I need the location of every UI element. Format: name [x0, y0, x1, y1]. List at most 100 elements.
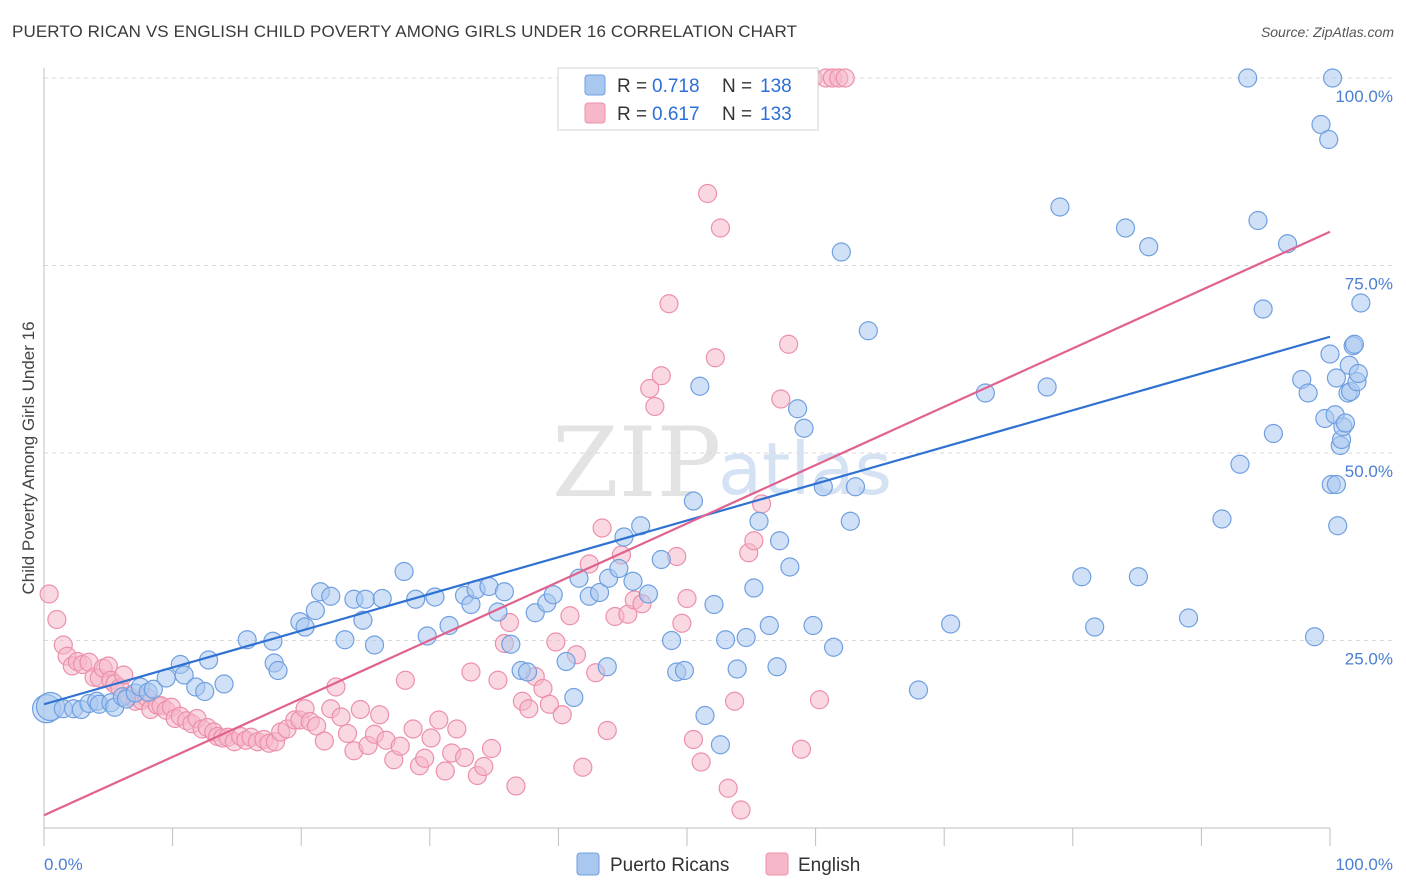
english-point	[710, 218, 731, 238]
puerto-rican-point	[1128, 567, 1148, 587]
legend-r-label-2: R =	[617, 104, 647, 125]
puerto-rican-point	[335, 630, 355, 650]
legend-swatch-blue	[584, 74, 606, 96]
puerto-rican-point	[683, 491, 704, 511]
english-point	[731, 800, 751, 820]
english-point	[488, 670, 508, 690]
english-point	[395, 670, 415, 690]
puerto-rican-point	[1248, 210, 1268, 231]
bottom-legend-swatch-blue	[576, 852, 600, 876]
english-point	[539, 694, 559, 714]
trend-lines	[43, 230, 1331, 817]
puerto-rican-point	[1320, 344, 1340, 364]
puerto-rican-point	[1311, 114, 1331, 135]
puerto-rican-point	[845, 477, 866, 497]
y-tick-label-50: 50.0%	[1345, 462, 1393, 481]
puerto-rican-point	[1344, 334, 1365, 354]
puerto-rican-point	[543, 585, 563, 605]
english-point	[331, 707, 351, 727]
english-point	[560, 606, 580, 626]
english-point	[683, 729, 704, 750]
english-point	[519, 699, 539, 719]
english-point	[421, 728, 441, 748]
english-point	[697, 183, 718, 204]
english-point	[791, 739, 812, 759]
puerto-rican-point	[941, 614, 961, 634]
puerto-rican-point	[609, 558, 629, 579]
bottom-legend-label-english: English	[798, 855, 860, 876]
x-tick-min: 0.0%	[44, 855, 83, 874]
english-point	[597, 720, 617, 741]
english-point	[573, 757, 593, 777]
english-point	[705, 348, 725, 368]
puerto-rican-point	[638, 584, 659, 604]
puerto-rican-point	[858, 321, 878, 341]
english-point	[461, 662, 481, 682]
legend-n-value-2: 133	[760, 104, 792, 125]
top-legend: R = 0.718 N = 138 R = 0.617 N = 133	[557, 67, 819, 131]
puerto-rican-point	[794, 418, 814, 438]
puerto-rican-point	[564, 687, 584, 708]
puerto-rican-point	[305, 600, 325, 621]
y-axis-title: Child Poverty Among Girls Under 16	[19, 321, 38, 594]
english-point	[370, 705, 390, 725]
english-point	[835, 68, 855, 88]
english-point	[724, 691, 745, 711]
puerto-rican-point	[1304, 627, 1325, 647]
puerto-rican-point	[425, 587, 445, 607]
english-point	[667, 546, 687, 567]
watermark: ZIP atlas	[552, 407, 892, 519]
english-point	[415, 748, 435, 768]
puerto-rican-point	[1139, 237, 1159, 257]
puerto-rican-point	[908, 680, 929, 700]
puerto-rican-points	[31, 68, 1371, 755]
legend-r-label-1: R =	[617, 76, 647, 97]
english-point	[672, 613, 692, 633]
puerto-rican-point	[840, 511, 860, 531]
puerto-rican-point	[780, 557, 800, 577]
english-point	[454, 747, 475, 768]
english-point	[809, 690, 830, 710]
english-point	[771, 389, 791, 409]
puerto-rican-point	[1263, 423, 1284, 444]
grid: 25.0% 50.0% 75.0% 100.0%	[44, 77, 1393, 669]
english-point	[744, 531, 764, 551]
puerto-rican-point	[710, 735, 731, 755]
english-point	[645, 396, 665, 417]
puerto-rican-point	[769, 531, 790, 551]
puerto-rican-point	[143, 679, 163, 699]
legend-n-value-1: 138	[760, 76, 792, 97]
puerto-rican-point	[501, 634, 521, 654]
english-point	[429, 710, 449, 730]
bottom-legend-label-puerto-ricans: Puerto Ricans	[610, 855, 729, 876]
english-point	[314, 731, 334, 751]
puerto-rican-point	[727, 659, 747, 679]
puerto-rican-point	[321, 586, 341, 606]
puerto-rican-trend-line	[43, 335, 1331, 706]
bottom-legend: Puerto Ricans English	[576, 852, 860, 876]
puerto-rican-point	[1050, 197, 1070, 217]
english-point	[447, 719, 467, 739]
puerto-rican-point	[517, 662, 538, 682]
puerto-rican-point	[1253, 299, 1273, 319]
puerto-rican-point	[715, 630, 736, 650]
puerto-rican-point	[1328, 516, 1348, 536]
bottom-legend-swatch-pink	[765, 852, 789, 876]
puerto-rican-point	[674, 660, 695, 681]
puerto-rican-point	[1319, 129, 1339, 150]
puerto-rican-point	[1238, 68, 1258, 88]
puerto-rican-point	[556, 651, 576, 672]
puerto-rican-point	[1212, 509, 1232, 529]
english-point	[337, 723, 358, 744]
puerto-rican-point	[831, 242, 851, 262]
legend-n-label-2: N =	[722, 104, 752, 125]
english-point	[546, 632, 566, 652]
puerto-rican-point	[1298, 383, 1318, 403]
puerto-rican-point	[195, 681, 215, 702]
english-point	[506, 776, 526, 796]
puerto-rican-point	[1351, 293, 1371, 313]
puerto-rican-point	[268, 660, 288, 681]
english-point	[350, 699, 370, 720]
y-tick-label-25: 25.0%	[1345, 650, 1393, 669]
